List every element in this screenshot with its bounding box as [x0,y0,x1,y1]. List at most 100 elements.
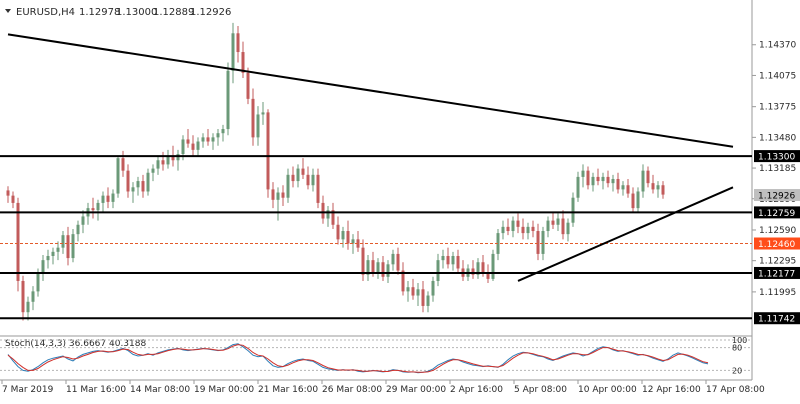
time-tick-label: 14 Mar 08:00 [130,385,190,395]
candle-body [546,220,550,232]
candle-body [236,33,240,53]
candle-body [591,176,595,186]
candle-body [451,255,455,265]
candle-body [441,255,445,261]
price-tick-label: 1.13480 [759,133,796,143]
candle-body [616,178,620,190]
candle-body [501,226,505,234]
candle-body [91,208,95,211]
candle-body [446,255,450,265]
candle-body [216,133,220,138]
candle-body [246,72,250,99]
stoch-level-label: 80 [732,344,742,353]
dropdown-arrow-icon[interactable] [5,9,11,13]
close-value: 1.12926 [190,7,231,18]
level-price-tag [754,150,800,163]
candle-body [136,181,140,188]
price-tick-label: 1.14370 [759,41,796,51]
candle-body [606,176,610,184]
candle-body [266,112,270,190]
candle-body [131,187,135,192]
candle-body [221,129,225,134]
candle-body [291,174,295,182]
price-axis-labels: 1.143701.140751.137751.134801.131851.128… [754,41,800,325]
candle-body [176,154,180,161]
candle-body [271,189,275,200]
candle-body [146,172,150,192]
time-tick-label: 10 Apr 00:00 [578,385,637,395]
candle-body [656,185,660,190]
candle-body [601,176,605,182]
candle-body [321,202,325,219]
candle-body [166,156,170,165]
candle-body [6,190,10,196]
candle-body [516,220,520,227]
candle-body [206,137,210,142]
level-price-tag [754,266,800,279]
candle-body [331,210,335,225]
candle-body [471,268,475,275]
candle-body [526,226,530,234]
stoch-level-label: 100 [732,336,747,345]
candle-body [626,185,630,194]
candle-body [171,156,175,161]
time-tick-label: 21 Mar 16:00 [258,385,318,395]
candle-body [481,262,485,273]
candle-body [386,264,390,277]
candle-body [251,98,255,138]
candle-body [61,235,65,248]
candle-body [311,174,315,186]
candle-body [411,287,415,296]
high-value: 1.13000 [116,7,157,18]
candle-body [641,170,645,192]
candle-body [646,170,650,184]
candle-body [126,170,130,192]
candle-body [611,178,615,184]
symbol-label: EURUSD,H4 [16,7,75,18]
candle-body [296,168,300,182]
candle-body [11,195,15,203]
candle-body [241,52,245,73]
candle-body [36,272,40,292]
candle-body [41,260,45,273]
candle-body [196,141,200,150]
price-tick-label: 1.13185 [759,164,796,174]
time-tick-label: 26 Mar 08:00 [322,385,382,395]
time-tick-label: 12 Apr 16:00 [642,385,701,395]
chart-header: EURUSD,H4 1.12978 1.13000 1.12889 1.1292… [5,7,231,18]
candle-body [66,235,70,259]
candle-body [351,239,355,244]
candle-body [306,174,310,186]
current-price-label: 1.12926 [758,192,795,202]
candle-body [456,255,460,269]
candle-body [511,220,515,232]
candle-body [226,70,230,130]
trend-and-level-lines [0,33,752,320]
candle-body [431,280,435,296]
candle-body [571,197,575,223]
candle-body [96,202,100,211]
dashed-price-label: 1.12460 [758,240,795,250]
level-price-label: 1.12759 [758,209,795,219]
candle-body [401,270,405,292]
current-price-tag [754,189,800,202]
candle-body [421,289,425,306]
candle-body [566,222,570,235]
candle-body [181,139,185,155]
candle-body [416,289,420,296]
candle-body [396,253,400,271]
candle-body [16,202,20,281]
candle-body [31,291,35,302]
candle-body [301,168,305,175]
candle-body [161,160,165,165]
level-price-label: 1.11742 [758,315,795,325]
time-tick-label: 5 Apr 08:00 [514,385,567,395]
candle-body [211,137,215,142]
time-tick-label: 29 Mar 00:00 [386,385,446,395]
candle-body [556,218,560,225]
candle-body [376,262,380,273]
candle-body [366,260,370,275]
